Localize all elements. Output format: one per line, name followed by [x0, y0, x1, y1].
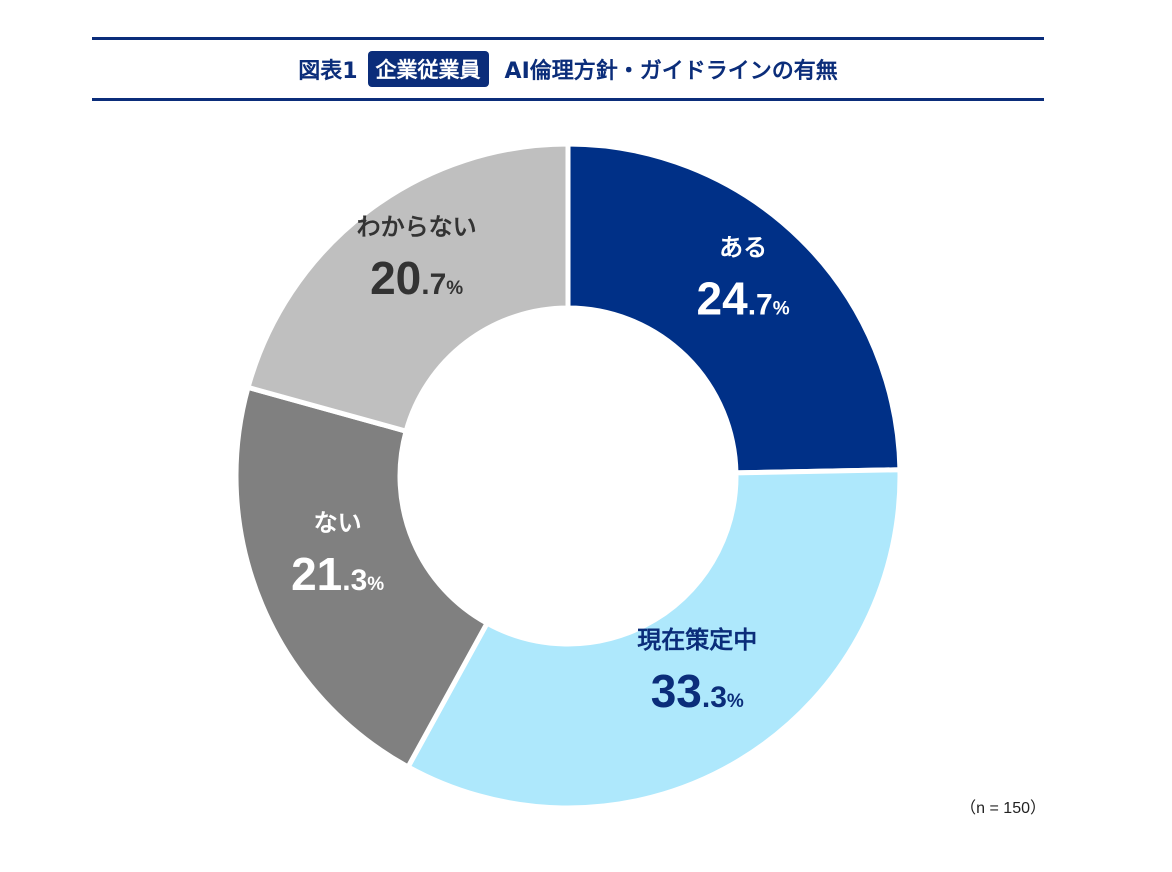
slice-value-1: 33.3%: [651, 665, 744, 717]
slice-label-2: ない: [314, 509, 362, 537]
title-text: AI倫理方針・ガイドラインの有無: [504, 59, 838, 84]
slice-value-3: 20.7%: [370, 252, 463, 304]
slice-value-2: 21.3%: [291, 548, 384, 600]
slice-label-0: ある: [719, 234, 767, 262]
slice-1: [404, 467, 903, 811]
figure-label: 図表1: [298, 59, 358, 84]
slice-2: [233, 384, 491, 771]
slice-value-0: 24.7%: [697, 273, 790, 325]
title-rule-bottom: [92, 98, 1044, 101]
slice-3: [244, 141, 571, 435]
slice-0: [565, 141, 903, 476]
chart-title: 図表1 企業従業員 AI倫理方針・ガイドラインの有無: [92, 49, 1044, 89]
sample-size-note: （n = 150）: [960, 800, 1046, 817]
slice-label-3: わからない: [357, 213, 477, 241]
title-badge: 企業従業員: [367, 51, 489, 87]
title-rule-top: [92, 37, 1044, 40]
slice-label-1: 現在策定中: [637, 626, 757, 654]
